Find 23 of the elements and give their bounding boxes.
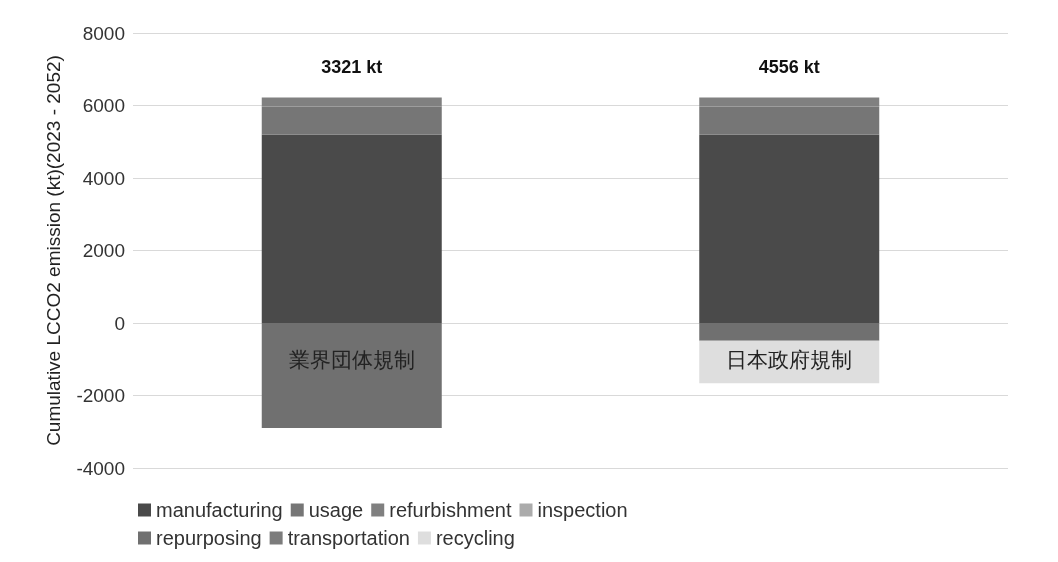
total-label: 4556 kt (758, 56, 820, 77)
legend-label: usage (308, 499, 364, 521)
y-tick-label: -2000 (76, 385, 125, 406)
x-tick-label: 日本政府規制 (726, 348, 853, 371)
legend-label: recycling (435, 527, 515, 549)
legend-label: repurposing (156, 527, 262, 549)
y-axis-title: Cumulative LCCO2 emission (kt)(2023 - 2052) (43, 55, 65, 446)
legend-label: inspection (537, 499, 628, 521)
legend-label: transportation (287, 527, 410, 549)
legend-label: refurbishment (389, 499, 512, 521)
bar (699, 323, 880, 341)
y-tick-label: 4000 (82, 167, 125, 189)
x-tick-label: 業界団体規制 (288, 348, 415, 371)
y-tick-label: 0 (114, 312, 125, 334)
legend-label: manufacturing (156, 499, 283, 521)
total-label: 3321 kt (321, 56, 383, 77)
y-tick-label: -4000 (76, 457, 125, 479)
bar (261, 134, 442, 323)
bar (261, 323, 442, 429)
bar (699, 134, 880, 323)
y-tick-label: 8000 (82, 22, 125, 44)
y-tick-label: 2000 (82, 240, 125, 261)
y-tick-label: 6000 (82, 95, 125, 116)
